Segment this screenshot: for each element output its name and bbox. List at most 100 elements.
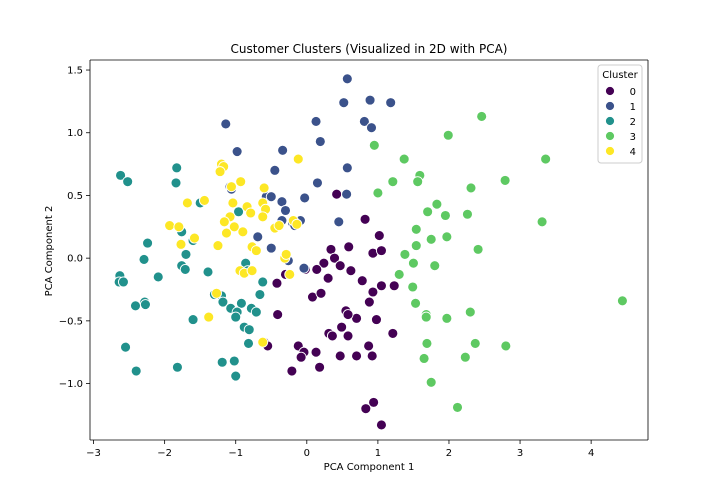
data-point (465, 182, 477, 194)
data-point (459, 351, 471, 363)
data-point (130, 365, 142, 377)
data-point (387, 327, 399, 339)
data-point (410, 297, 422, 309)
data-point (272, 309, 284, 321)
data-point (243, 337, 254, 349)
legend-title: Cluster (602, 70, 638, 81)
data-point (221, 227, 232, 239)
data-point (616, 295, 628, 307)
data-point (441, 231, 453, 243)
data-point (373, 230, 385, 242)
data-point (298, 262, 310, 274)
data-point (422, 206, 434, 218)
data-point (412, 176, 424, 188)
data-point (233, 206, 245, 218)
series-4 (164, 153, 304, 348)
x-tick-label: 0 (304, 448, 310, 459)
data-point (322, 272, 334, 284)
data-point (407, 257, 419, 269)
data-point (230, 370, 242, 382)
legend-marker (605, 146, 615, 156)
data-point (271, 277, 283, 289)
data-point (410, 240, 422, 252)
x-axis-label: PCA Component 1 (324, 462, 415, 473)
legend-marker (605, 116, 615, 126)
data-point (368, 139, 380, 151)
data-point (329, 252, 340, 264)
x-tick-label: −3 (86, 448, 101, 459)
data-point (536, 216, 548, 228)
data-point (212, 240, 224, 252)
data-point (398, 153, 410, 165)
data-point (464, 306, 476, 318)
data-point (171, 162, 183, 174)
data-point (341, 188, 353, 200)
data-point (351, 350, 363, 362)
data-point (336, 321, 348, 333)
data-point (388, 280, 400, 292)
data-point (341, 162, 353, 174)
data-point (311, 263, 323, 275)
data-point (366, 350, 378, 362)
x-tick-label: 3 (517, 448, 523, 459)
data-point (540, 153, 552, 165)
data-point (217, 296, 229, 308)
data-point (367, 286, 379, 298)
ticks-layer: −3 −2 −1 0 1 2 3 4 −1.0 −0.5 0.0 0.5 1.0 1.5 (59, 66, 595, 459)
x-tick-label: 1 (375, 448, 381, 459)
data-point (462, 208, 473, 220)
y-tick-label: 1.5 (67, 66, 83, 77)
data-point (171, 361, 183, 373)
legend-label: 3 (630, 132, 636, 143)
data-point (225, 181, 237, 193)
data-point (250, 306, 262, 318)
data-point (292, 153, 304, 165)
data-point (299, 192, 311, 204)
data-point (418, 353, 430, 364)
legend-label: 0 (630, 87, 636, 98)
data-point (314, 136, 326, 147)
data-point (179, 263, 191, 275)
data-point (441, 312, 453, 324)
x-tick-label: 4 (588, 448, 594, 459)
data-point (499, 174, 511, 186)
legend-marker (605, 86, 615, 96)
data-point (122, 176, 134, 188)
data-point (218, 216, 230, 228)
data-point (442, 129, 454, 141)
data-point (231, 146, 243, 158)
data-point (420, 311, 432, 323)
data-point (469, 337, 481, 349)
data-point (258, 182, 270, 194)
data-point (139, 299, 151, 310)
data-point (284, 269, 296, 280)
y-tick-label: 1.0 (67, 128, 83, 139)
data-point (334, 260, 346, 272)
data-point (173, 221, 185, 233)
data-point (216, 356, 228, 368)
data-point (310, 346, 322, 358)
data-point (360, 403, 372, 415)
data-point (250, 245, 262, 257)
legend-label: 1 (630, 102, 636, 113)
data-point (189, 232, 200, 244)
data-point (286, 365, 298, 377)
data-point (342, 309, 354, 321)
data-point (230, 311, 242, 323)
data-point (452, 401, 463, 413)
data-point (338, 97, 350, 109)
data-point (237, 226, 249, 238)
data-point (356, 275, 368, 287)
data-point (345, 265, 357, 277)
data-point (364, 94, 376, 106)
data-point (243, 324, 255, 336)
data-point (334, 350, 346, 362)
data-point (500, 340, 512, 352)
data-point (312, 177, 323, 189)
data-point (170, 177, 182, 189)
y-tick-label: −0.5 (59, 316, 83, 327)
data-point (333, 216, 345, 228)
data-point (399, 248, 411, 260)
data-point (359, 213, 371, 225)
